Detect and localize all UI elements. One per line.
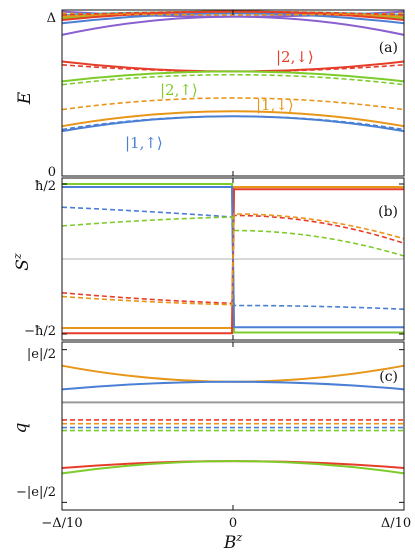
panel-b-ticks: [61, 178, 405, 340]
series-red-solid-line: [61, 60, 405, 73]
series-orange-solid-line: [61, 110, 405, 128]
panel-c-ytick-top: |e|/2: [27, 347, 56, 362]
panel-c-lines: [61, 364, 405, 475]
panel-b-ytick-bottom: −ħ/2: [24, 324, 56, 339]
xtick-right: Δ/10: [381, 516, 411, 531]
panel-a-lines: [61, 10, 405, 133]
series-orange-dashed-line: [61, 213, 405, 306]
series-blue-solid-line: [61, 380, 405, 391]
panel-a-frame: [61, 9, 405, 177]
x-axis-label-main: B: [223, 533, 237, 553]
series-green-solid-line: [61, 460, 405, 475]
panel-b-ytick-top: ħ/2: [35, 179, 56, 194]
panel-a-ytick-delta: Δ: [47, 11, 56, 26]
panel-b-lines: [61, 182, 405, 335]
series-orange-dashed-line: [61, 97, 405, 111]
x-axis-label-sup: z: [235, 531, 242, 544]
panel-c-ytick-bottom: −|e|/2: [16, 485, 56, 500]
panel-c-ticks: [61, 342, 405, 510]
panel-c-tag: (c): [379, 369, 398, 385]
state-label-1-up: |1,↑⟩: [125, 134, 163, 152]
panel-a-ticks: [61, 9, 405, 177]
panel-a-ytick-zero: 0: [48, 165, 56, 180]
xtick-zero: 0: [229, 516, 237, 531]
state-label-2-up: |2,↑⟩: [160, 81, 198, 99]
series-orange-solid-line: [61, 364, 405, 383]
panel-a-tag: (a): [379, 40, 398, 56]
panel-c-charge: |e|/2 −|e|/2 q (c): [11, 341, 405, 511]
panel-a-energy: 0 Δ E (a) |2,↓⟩ |2,↑⟩ |1,↓⟩ |1,↑⟩: [15, 9, 405, 180]
state-label-2-down: |2,↓⟩: [276, 48, 314, 66]
panel-c-frame: [61, 341, 405, 511]
panel-c-ylabel: q: [11, 422, 31, 433]
xtick-left: −Δ/10: [41, 516, 82, 531]
series-green-dashed-line: [61, 73, 405, 86]
panel-b-ylabel-sup: z: [11, 253, 24, 260]
series-purple-solid-line: [61, 15, 405, 36]
state-label-1-down: |1,↓⟩: [256, 96, 294, 114]
panel-b-ylabel-main: S: [13, 259, 33, 271]
x-axis-label: Bz: [223, 531, 243, 553]
panel-b-ylabel: Sz: [11, 253, 33, 271]
series-blue-dashed-line: [61, 115, 405, 131]
panel-b-tag: (b): [378, 204, 398, 220]
panel-b-spin: ħ/2 −ħ/2 Sz (b): [11, 177, 405, 341]
series-green-solid-line: [61, 70, 405, 83]
panel-a-ylabel: E: [15, 91, 35, 105]
